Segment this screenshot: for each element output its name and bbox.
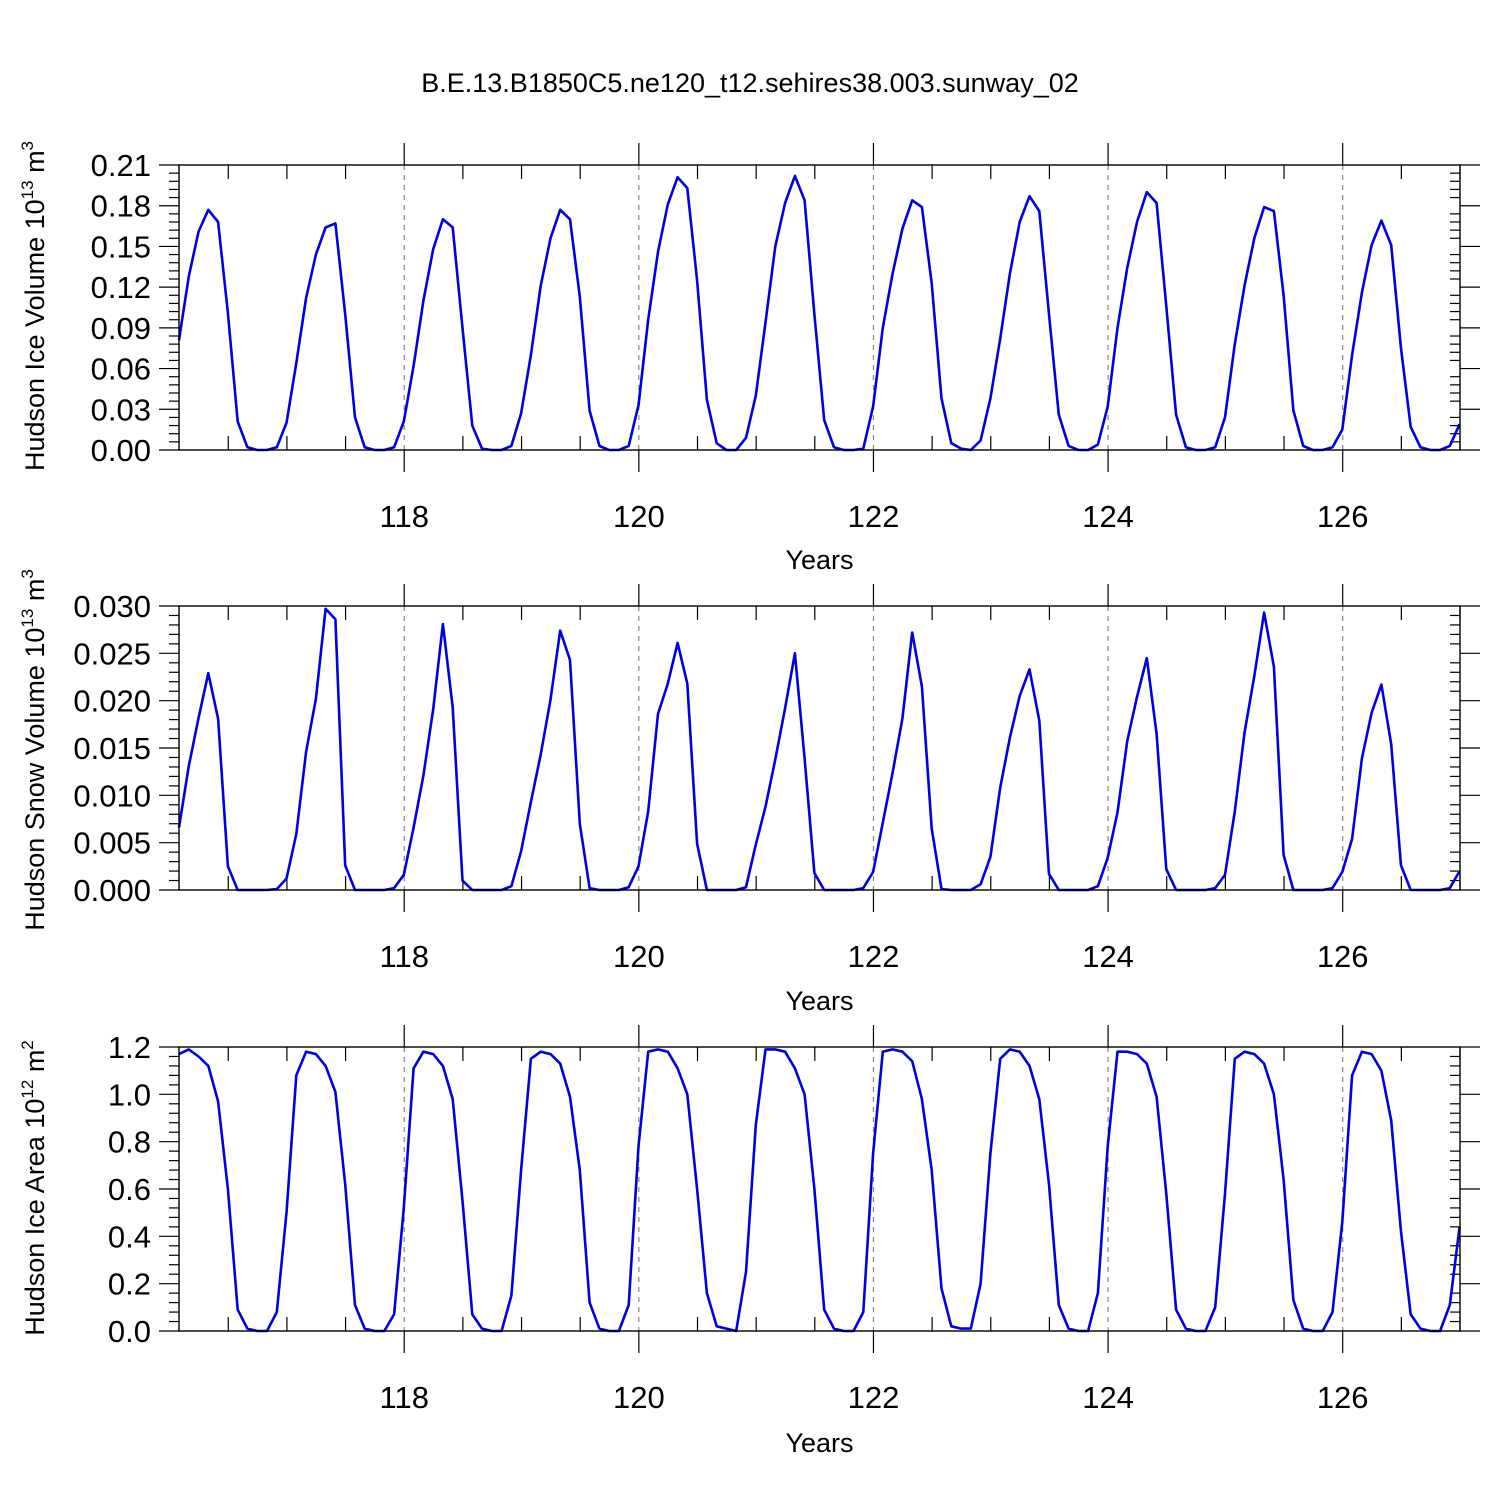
snow-volume-y-tick-label: 0.000	[73, 873, 151, 908]
snow-volume-x-tick-label: 122	[848, 939, 900, 974]
ice-area-plot-frame	[178, 1046, 1461, 1332]
ice-area-y-tick-label: 0.4	[108, 1219, 151, 1254]
ice-volume-y-tick-label: 0.09	[91, 311, 151, 346]
ice-volume-y-tick-label: 0.06	[91, 352, 151, 387]
ice-area-gridlines	[403, 1047, 1344, 1331]
ice-area-y-tick-label: 1.2	[108, 1030, 151, 1065]
ice-volume-x-tick-label: 118	[380, 499, 429, 534]
ice-volume-y-tick-label: 0.03	[91, 392, 151, 427]
ice-volume-gridlines	[403, 165, 1344, 450]
ice-volume-y-tick-label: 0.00	[91, 433, 151, 468]
ice-area-x-tick-label: 122	[848, 1380, 900, 1415]
ice-volume-x-tick-label: 126	[1317, 499, 1369, 534]
snow-volume-gridlines	[403, 606, 1344, 890]
ice-volume-panel: 118 120 122 124 126 0.00 0.03 0.06 0.09 0.12 0.15 0…	[18, 141, 1480, 575]
snow-volume-y-axis-label: Hudson Snow Volume 1013 m3	[18, 569, 50, 931]
figure-title: B.E.13.B1850C5.ne120_t12.sehires38.003.s…	[421, 68, 1079, 98]
ice-area-tick-labels: 118 120 122 124 126 0.0 0.2 0.4 0.6 0.8 1.0 1.2	[108, 1030, 1369, 1415]
ice-area-line	[178, 1048, 1461, 1333]
ice-volume-tick-labels: 118 120 122 124 126 0.00 0.03 0.06 0.09 0.12 0.15 0…	[91, 148, 1369, 534]
ice-volume-x-tick-label: 120	[613, 499, 665, 534]
ice-area-y-tick-label: 0.8	[108, 1125, 151, 1160]
snow-volume-x-tick-label: 120	[613, 939, 665, 974]
snow-volume-y-tick-label: 0.030	[73, 589, 151, 624]
ice-area-y-tick-label: 0.0	[108, 1314, 151, 1349]
ice-area-x-axis-label: Years	[785, 1428, 853, 1458]
ice-volume-y-axis-label: Hudson Ice Volume 1013 m3	[18, 141, 50, 471]
ice-area-ticks	[159, 1025, 1480, 1353]
ice-area-x-tick-label: 124	[1082, 1380, 1134, 1415]
ice-volume-y-tick-label: 0.15	[91, 229, 151, 264]
snow-volume-panel: 118 120 122 124 126 0.000 0.005 0.010 0.015 0.020…	[18, 569, 1480, 1016]
snow-volume-y-tick-label: 0.010	[73, 778, 151, 813]
ice-area-panel: 118 120 122 124 126 0.0 0.2 0.4 0.6 0.8 1.0 1.2 Hud…	[18, 1025, 1480, 1458]
snow-volume-x-tick-label: 126	[1317, 939, 1369, 974]
ice-volume-plot-frame	[178, 164, 1461, 451]
ice-area-y-tick-label: 1.0	[108, 1077, 151, 1112]
ice-volume-x-tick-label: 124	[1082, 499, 1134, 534]
snow-volume-y-tick-label: 0.015	[73, 731, 151, 766]
snow-volume-ticks	[159, 584, 1480, 912]
ice-area-x-tick-label: 118	[380, 1380, 429, 1415]
ice-volume-y-tick-label: 0.18	[91, 189, 151, 224]
ice-volume-y-tick-label: 0.12	[91, 270, 151, 305]
snow-volume-y-tick-label: 0.025	[73, 636, 151, 671]
snow-volume-y-tick-label: 0.020	[73, 684, 151, 719]
ice-volume-ticks	[159, 143, 1480, 472]
ice-volume-line	[177, 174, 1461, 452]
ice-volume-x-tick-label: 122	[848, 499, 900, 534]
snow-volume-x-axis-label: Years	[785, 986, 853, 1016]
snow-volume-x-tick-label: 124	[1082, 939, 1134, 974]
snow-volume-x-tick-label: 118	[380, 939, 429, 974]
ice-area-x-tick-label: 120	[613, 1380, 665, 1415]
snow-volume-line	[177, 607, 1461, 892]
ice-volume-x-axis-label: Years	[785, 545, 853, 575]
ice-area-x-tick-label: 126	[1317, 1380, 1369, 1415]
ice-area-y-axis-label: Hudson Ice Area 1012 m2	[18, 1040, 50, 1336]
snow-volume-y-tick-label: 0.005	[73, 826, 151, 861]
snow-volume-plot-frame	[178, 605, 1461, 891]
snow-volume-tick-labels: 118 120 122 124 126 0.000 0.005 0.010 0.015 0.020…	[73, 589, 1368, 974]
ice-volume-y-tick-label: 0.21	[91, 148, 151, 183]
ice-area-y-tick-label: 0.2	[108, 1267, 151, 1302]
ice-area-y-tick-label: 0.6	[108, 1172, 151, 1207]
